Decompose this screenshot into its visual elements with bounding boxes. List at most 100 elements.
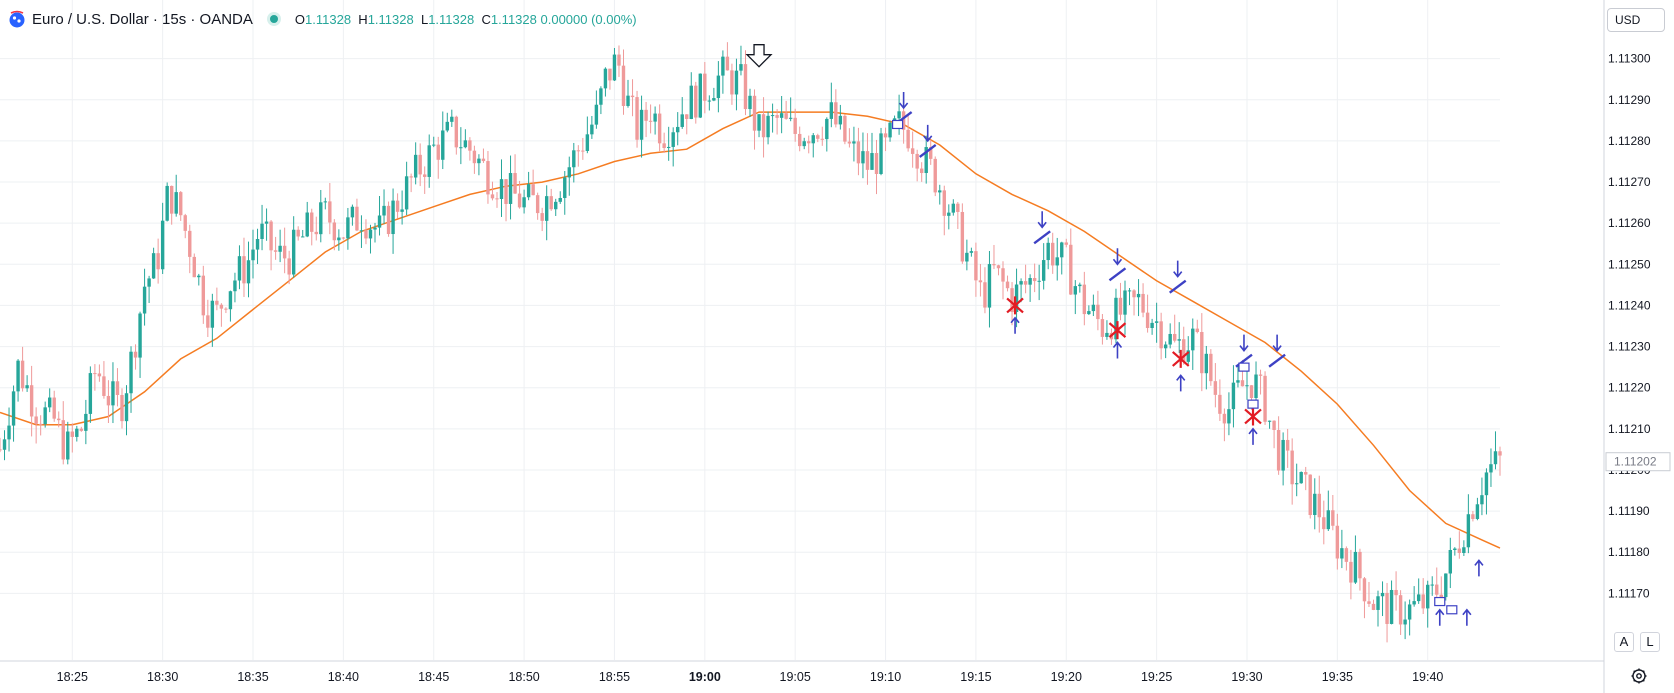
entry-slash-mark: [1108, 267, 1127, 282]
candle-body: [1281, 439, 1285, 471]
candle-body: [273, 250, 278, 252]
gear-icon[interactable]: [1630, 667, 1648, 685]
candle-body: [1416, 594, 1421, 602]
candle-body: [820, 138, 824, 140]
candle-body: [138, 313, 142, 358]
candle-body: [305, 212, 309, 237]
candle-body: [84, 413, 88, 431]
candle-body: [75, 428, 79, 437]
candle-body: [504, 179, 508, 204]
candle-body: [1213, 381, 1218, 395]
candle-body: [468, 140, 472, 151]
x-tick-label: 18:55: [599, 670, 630, 684]
candle-body: [499, 179, 504, 199]
y-tick-label: 1.11170: [1608, 586, 1650, 600]
candle-body: [996, 265, 1001, 269]
candle-body: [151, 253, 156, 279]
auto-scale-button[interactable]: A: [1614, 632, 1634, 652]
candle-body: [1285, 439, 1290, 451]
candle-body: [572, 150, 576, 168]
candle-body: [301, 236, 305, 238]
candle-body: [639, 109, 644, 140]
entry-slash-mark: [1268, 353, 1286, 368]
candle-body: [1380, 592, 1385, 597]
candle-body: [630, 95, 635, 98]
candle-body: [11, 391, 16, 426]
currency-selector[interactable]: USD: [1607, 8, 1665, 32]
y-tick-label: 1.11180: [1608, 545, 1650, 559]
log-scale-button[interactable]: L: [1640, 632, 1660, 652]
candle-body: [1394, 589, 1398, 596]
candle-body: [422, 174, 427, 177]
stop-cross-icon: [1108, 321, 1127, 340]
up-arrow-icon: [1474, 559, 1484, 577]
high-label: H: [358, 11, 368, 27]
candle-body: [169, 185, 174, 214]
candle-body: [1475, 504, 1480, 519]
candle-body: [472, 150, 477, 164]
market-status-dot-icon[interactable]: [266, 12, 281, 26]
candle-body: [1177, 339, 1181, 341]
candle-body: [486, 161, 490, 195]
candle-body: [142, 286, 147, 314]
candle-body: [1236, 380, 1240, 383]
down-arrow-icon: [1037, 211, 1047, 229]
x-tick-label: 19:25: [1141, 670, 1172, 684]
candle-body: [1064, 242, 1068, 245]
candle-body: [1462, 547, 1466, 554]
candle-body: [924, 147, 928, 174]
candle-body: [558, 197, 562, 202]
candle-body: [350, 206, 355, 218]
candle-body: [477, 158, 481, 164]
candle-body: [508, 173, 513, 204]
candle-body: [25, 385, 29, 389]
candle-body: [680, 114, 684, 127]
candle-body: [635, 97, 639, 140]
candle-body: [368, 229, 373, 239]
ohlc-values: O1.11328 H1.11328 L1.11328 C1.11328 0.00…: [295, 12, 637, 27]
candle-body: [531, 184, 535, 196]
candle-body: [526, 184, 531, 198]
hollow-down-arrow-icon: [745, 44, 773, 68]
candle-body: [816, 135, 820, 139]
candle-body: [865, 151, 870, 170]
y-tick-label: 1.11290: [1608, 93, 1651, 107]
y-tick-label: 1.11270: [1608, 175, 1651, 189]
candle-body: [20, 360, 25, 389]
candle-body: [694, 85, 698, 118]
candle-body: [919, 168, 924, 174]
candle-body: [761, 114, 766, 138]
candle-body: [233, 280, 237, 292]
candle-body: [838, 115, 843, 125]
candle-body: [57, 418, 61, 421]
candle-body: [328, 201, 332, 223]
candle-body: [1344, 548, 1349, 562]
candle-body: [843, 115, 847, 142]
candle-body: [951, 203, 956, 213]
candle-body: [93, 373, 97, 375]
close-label: C: [481, 11, 491, 27]
open-label: O: [294, 11, 306, 27]
candle-body: [481, 158, 486, 162]
candle-body: [1484, 472, 1489, 496]
order-box-marker: [1238, 362, 1250, 372]
candle-body: [1105, 332, 1109, 337]
order-box-marker: [1434, 596, 1446, 607]
candle-body: [382, 205, 386, 216]
candle-body: [734, 70, 739, 95]
down-arrow-icon: [1239, 334, 1249, 352]
up-arrow-icon: [1112, 341, 1123, 359]
candle-body: [1154, 321, 1159, 323]
candle-body: [802, 141, 806, 147]
candle-body: [147, 278, 151, 287]
up-arrow-icon: [1435, 608, 1445, 626]
candle-body: [1200, 332, 1204, 374]
candle-body: [852, 141, 856, 144]
symbol-title[interactable]: Euro / U.S. Dollar · 15s · OANDA: [32, 10, 253, 28]
candle-body: [517, 193, 522, 208]
candle-body: [797, 133, 802, 147]
candle-body: [847, 141, 852, 144]
candle-body: [1322, 517, 1326, 530]
candle-body: [942, 190, 946, 216]
